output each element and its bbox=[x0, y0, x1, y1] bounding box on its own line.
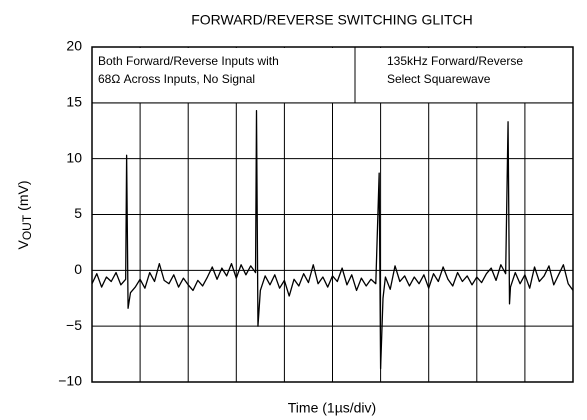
annotation: 68Ω Across Inputs, No Signal bbox=[98, 72, 255, 86]
x-axis-label: Time (1µs/div) bbox=[288, 400, 376, 416]
y-tick-label: 15 bbox=[66, 94, 82, 110]
chart-title: FORWARD/REVERSE SWITCHING GLITCH bbox=[191, 12, 473, 28]
annotation: 135kHz Forward/Reverse bbox=[387, 54, 523, 68]
y-label-main: V bbox=[15, 240, 31, 250]
y-tick-label: 0 bbox=[74, 261, 82, 277]
annotation-box bbox=[93, 48, 572, 103]
y-tick-label: −10 bbox=[58, 373, 82, 389]
y-label-sub: OUT bbox=[20, 214, 34, 240]
annotation: Both Forward/Reverse Inputs with bbox=[98, 54, 279, 68]
annotation: Select Squarewave bbox=[387, 72, 491, 86]
y-tick-label: 10 bbox=[66, 149, 82, 165]
y-tick-label: 20 bbox=[66, 38, 82, 54]
trace-line bbox=[91, 110, 574, 370]
plot-frame bbox=[91, 46, 574, 383]
y-axis-label: VOUT (mV) bbox=[15, 180, 34, 249]
y-label-unit: (mV) bbox=[15, 180, 31, 210]
y-tick-label: −5 bbox=[66, 317, 82, 333]
y-tick-label: 5 bbox=[74, 205, 82, 221]
